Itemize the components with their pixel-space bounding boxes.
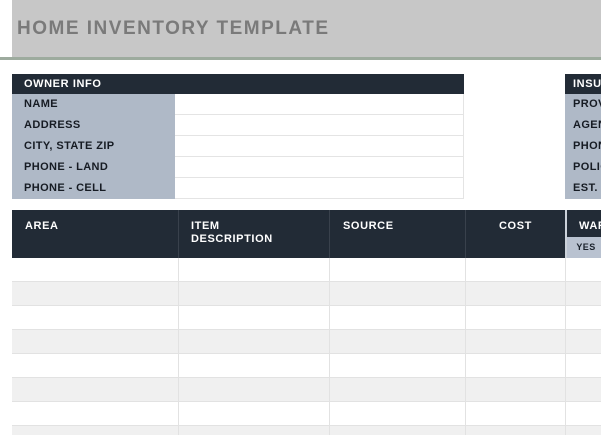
cell-warranty-yes[interactable]: [565, 402, 601, 425]
cell-warranty-yes[interactable]: [565, 330, 601, 353]
insurance-policy-label: POLICY #: [565, 157, 601, 178]
cell-source[interactable]: [329, 426, 465, 435]
cell-cost[interactable]: [465, 258, 565, 281]
table-row: [12, 306, 601, 330]
cell-area[interactable]: [12, 426, 178, 435]
insurance-provider-label: PROVIDER: [565, 94, 601, 115]
cell-item-description[interactable]: [178, 426, 329, 435]
subcolumn-header-yes: YES: [565, 237, 601, 258]
cell-source[interactable]: [329, 258, 465, 281]
insurance-agent-label: AGENT: [565, 115, 601, 136]
owner-info-header: OWNER INFO: [12, 74, 464, 94]
cell-item-description[interactable]: [178, 354, 329, 377]
cell-warranty-yes[interactable]: [565, 426, 601, 435]
cell-cost[interactable]: [465, 402, 565, 425]
page-banner: HOME INVENTORY TEMPLATE: [12, 0, 601, 57]
cell-area[interactable]: [12, 354, 178, 377]
owner-address-label: ADDRESS: [12, 115, 175, 136]
cell-source[interactable]: [329, 330, 465, 353]
cell-area[interactable]: [12, 258, 178, 281]
cell-area[interactable]: [12, 402, 178, 425]
table-row: [12, 330, 601, 354]
cell-area[interactable]: [12, 378, 178, 401]
cell-warranty-yes[interactable]: [565, 282, 601, 305]
table-row: [12, 354, 601, 378]
owner-phone-cell-input[interactable]: [175, 178, 464, 199]
table-row: [12, 282, 601, 306]
cell-area[interactable]: [12, 330, 178, 353]
cell-item-description[interactable]: [178, 378, 329, 401]
cell-warranty-yes[interactable]: [565, 306, 601, 329]
cell-item-description[interactable]: [178, 306, 329, 329]
cell-item-description[interactable]: [178, 330, 329, 353]
column-header-warranty: WARRANTY: [565, 210, 601, 237]
owner-name-label: NAME: [12, 94, 175, 115]
owner-name-input[interactable]: [175, 94, 464, 115]
cell-area[interactable]: [12, 306, 178, 329]
cell-area[interactable]: [12, 282, 178, 305]
cell-warranty-yes[interactable]: [565, 378, 601, 401]
insurance-phone-label: PHONE: [565, 136, 601, 157]
cell-source[interactable]: [329, 306, 465, 329]
cell-item-description[interactable]: [178, 402, 329, 425]
cell-cost[interactable]: [465, 330, 565, 353]
cell-source[interactable]: [329, 282, 465, 305]
cell-cost[interactable]: [465, 354, 565, 377]
item-description-label: ITEM DESCRIPTION: [191, 220, 273, 245]
owner-city-state-zip-input[interactable]: [175, 136, 464, 157]
cell-source[interactable]: [329, 354, 465, 377]
cell-warranty-yes[interactable]: [565, 354, 601, 377]
cell-source[interactable]: [329, 402, 465, 425]
cell-cost[interactable]: [465, 282, 565, 305]
owner-city-state-zip-label: CITY, STATE ZIP: [12, 136, 175, 157]
cell-source[interactable]: [329, 378, 465, 401]
cell-cost[interactable]: [465, 306, 565, 329]
owner-phone-cell-label: PHONE - CELL: [12, 178, 175, 199]
cell-item-description[interactable]: [178, 282, 329, 305]
insurance-info-header: INSURANCE INFO: [565, 74, 601, 94]
owner-phone-land-label: PHONE - LAND: [12, 157, 175, 178]
insurance-est-value-label: EST. VALUE: [565, 178, 601, 199]
table-row: [12, 402, 601, 426]
cell-warranty-yes[interactable]: [565, 258, 601, 281]
cell-cost[interactable]: [465, 378, 565, 401]
accent-divider: [0, 57, 601, 60]
page-title: HOME INVENTORY TEMPLATE: [17, 17, 330, 39]
column-header-cost: COST: [465, 210, 565, 258]
column-header-area: AREA: [12, 210, 178, 258]
table-row: [12, 258, 601, 282]
owner-phone-land-input[interactable]: [175, 157, 464, 178]
cell-item-description[interactable]: [178, 258, 329, 281]
cell-cost[interactable]: [465, 426, 565, 435]
column-header-item-description: ITEM DESCRIPTION: [178, 210, 329, 258]
column-header-source: SOURCE: [329, 210, 465, 258]
table-row: [12, 378, 601, 402]
table-row: [12, 426, 601, 435]
owner-address-input[interactable]: [175, 115, 464, 136]
